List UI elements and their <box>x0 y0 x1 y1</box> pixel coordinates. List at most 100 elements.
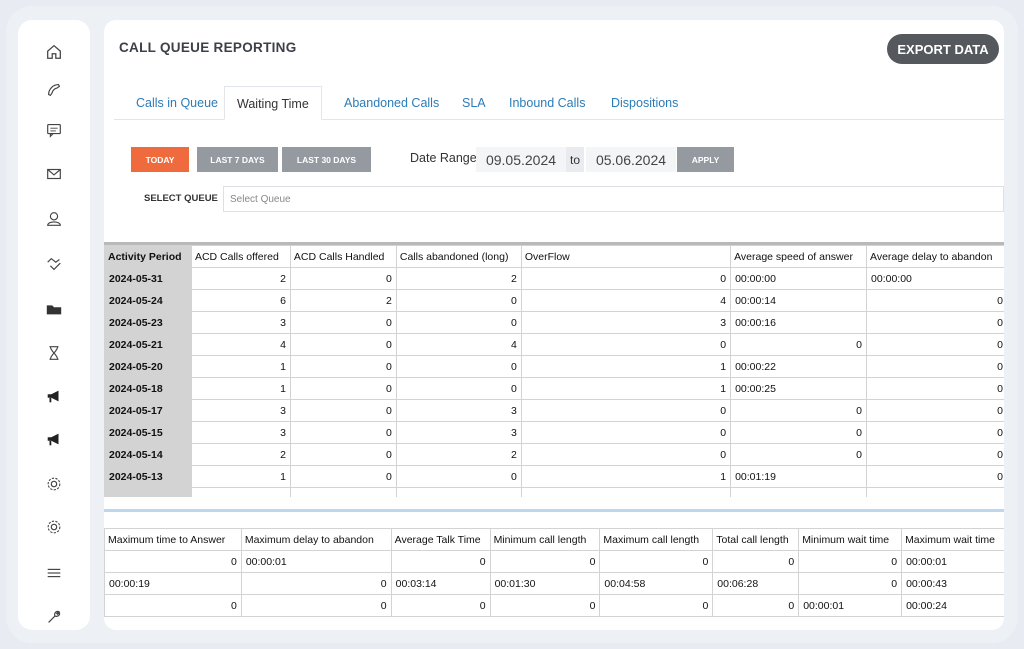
table-row: 0 00:00:01 0 0 0 0 0 00:00:01 <box>104 550 1004 573</box>
folder-icon[interactable] <box>18 291 90 327</box>
table-cell: 0 <box>520 421 732 444</box>
megaphone-icon[interactable] <box>18 378 90 414</box>
last-30-days-button[interactable]: LAST 30 DAYS <box>282 147 371 172</box>
col-header: ACD Calls Handled <box>289 245 397 268</box>
table-cell: 2 <box>395 267 522 290</box>
table-cell: 0 <box>730 399 868 422</box>
col-header: Average speed of answer <box>730 245 868 268</box>
table-cell <box>866 487 1004 497</box>
wrench-icon[interactable] <box>18 599 90 635</box>
table-cell: 00:01:19 <box>730 465 868 488</box>
date-to-input[interactable]: 05.06.2024 <box>586 147 676 172</box>
table-cell: 00:00:14 <box>730 289 868 312</box>
table-cell: 2024-05-24 <box>104 289 192 312</box>
table-cell: 00:00:43 <box>901 572 1004 595</box>
table-cell: 0 <box>730 421 868 444</box>
home-icon[interactable] <box>18 34 90 70</box>
table-cell: 0 <box>395 377 522 400</box>
table-cell: 0 <box>489 594 601 617</box>
table-row: 2024-05-24 6 2 0 4 00:00:14 0 <box>104 289 1004 312</box>
handshake-icon[interactable] <box>18 246 90 282</box>
table-cell: 0 <box>798 550 903 573</box>
table-cell: 0 <box>395 465 522 488</box>
table-cell: 3 <box>190 311 291 334</box>
col-header: Minimum wait time <box>798 528 903 551</box>
table-cell: 0 <box>520 333 732 356</box>
tab-abandoned-calls[interactable]: Abandoned Calls <box>344 96 440 110</box>
table-cell: 0 <box>712 594 800 617</box>
last-7-days-button[interactable]: LAST 7 DAYS <box>197 147 278 172</box>
tab-sla[interactable]: SLA <box>462 96 486 110</box>
table-cell: 4 <box>520 289 732 312</box>
date-range-label: Date Range <box>410 151 477 165</box>
table-cell: 0 <box>866 355 1004 378</box>
table-cell: 00:00:25 <box>730 377 868 400</box>
table-cell: 0 <box>866 399 1004 422</box>
tab-calls-in-queue[interactable]: Calls in Queue <box>136 96 218 110</box>
col-header: Total call length <box>712 528 800 551</box>
today-button[interactable]: TODAY <box>131 147 189 172</box>
table-cell: 2 <box>289 289 397 312</box>
col-header: Maximum wait time <box>901 528 1004 551</box>
table-cell: 0 <box>289 465 397 488</box>
table-cell: 00:00:01 <box>798 594 903 617</box>
table-cell: 1 <box>190 377 291 400</box>
table-cell: 0 <box>390 594 491 617</box>
col-header: Minimum call length <box>489 528 601 551</box>
mail-icon[interactable] <box>18 156 90 192</box>
table-cell: 00:04:58 <box>599 572 714 595</box>
table-row: 2024-05-23 3 0 0 3 00:00:16 0 <box>104 311 1004 334</box>
table-row: 2024-05-21 4 0 4 0 0 0 <box>104 333 1004 356</box>
table-cell: 00:00:00 <box>730 267 868 290</box>
table-cell: 4 <box>395 333 522 356</box>
megaphone-icon[interactable] <box>18 421 90 457</box>
select-queue-dropdown[interactable]: Select Queue <box>223 186 1004 212</box>
table-cell: 00:00:01 <box>240 550 392 573</box>
table-cell: 0 <box>289 355 397 378</box>
table-cell: 1 <box>520 377 732 400</box>
table-row: 2024-05-14 2 0 2 0 0 0 <box>104 443 1004 466</box>
table-cell: 3 <box>395 399 522 422</box>
export-data-button[interactable]: EXPORT DATA <box>887 34 999 64</box>
tab-waiting-time[interactable]: Waiting Time <box>224 86 322 120</box>
table-cell: 1 <box>190 465 291 488</box>
waiting-time-table: Activity Period ACD Calls offered ACD Ca… <box>104 242 1004 497</box>
table-cell: 0 <box>866 377 1004 400</box>
table-cell: 0 <box>395 355 522 378</box>
date-from-input[interactable]: 09.05.2024 <box>476 147 566 172</box>
tab-dispositions[interactable]: Dispositions <box>611 96 679 110</box>
col-header: Average delay to abandon <box>866 245 1004 268</box>
chat-icon[interactable] <box>18 112 90 148</box>
table-cell: 0 <box>489 550 601 573</box>
apply-button[interactable]: APPLY <box>677 147 734 172</box>
table-cell: 0 <box>730 443 868 466</box>
table-cell: 0 <box>289 421 397 444</box>
table-cell: 3 <box>395 421 522 444</box>
list-icon[interactable] <box>18 555 90 591</box>
table-cell: 0 <box>520 443 732 466</box>
tab-inbound-calls[interactable]: Inbound Calls <box>509 96 586 110</box>
hourglass-icon[interactable] <box>18 335 90 371</box>
table-cell: 2024-05-21 <box>104 333 192 356</box>
table-cell: 0 <box>866 333 1004 356</box>
table-cell: 2024-05-18 <box>104 377 192 400</box>
table-cell <box>395 487 522 497</box>
table-cell: 4 <box>190 333 291 356</box>
settings-icon[interactable] <box>18 466 90 502</box>
table-row: 2024-05-13 1 0 0 1 00:01:19 0 <box>104 465 1004 488</box>
table-cell: 0 <box>395 311 522 334</box>
table-cell: 00:01:30 <box>489 572 601 595</box>
phone-icon[interactable] <box>18 72 90 108</box>
table-divider <box>104 509 1004 512</box>
table-row: 00:00:19 0 00:03:14 00:01:30 00:04:58 00:06:2… <box>104 572 1004 595</box>
table-cell <box>190 487 291 497</box>
table-row: 2024-05-18 1 0 0 1 00:00:25 0 <box>104 377 1004 400</box>
table-row: 0 0 0 0 0 0 00:00:01 00:00:24 <box>104 594 1004 617</box>
table-cell: 0 <box>390 550 491 573</box>
table-cell: 0 <box>240 594 392 617</box>
col-header: Maximum delay to abandon <box>240 528 392 551</box>
user-icon[interactable] <box>18 201 90 237</box>
col-header: Activity Period <box>104 245 192 268</box>
settings-icon[interactable] <box>18 509 90 545</box>
table-cell: 2 <box>190 443 291 466</box>
